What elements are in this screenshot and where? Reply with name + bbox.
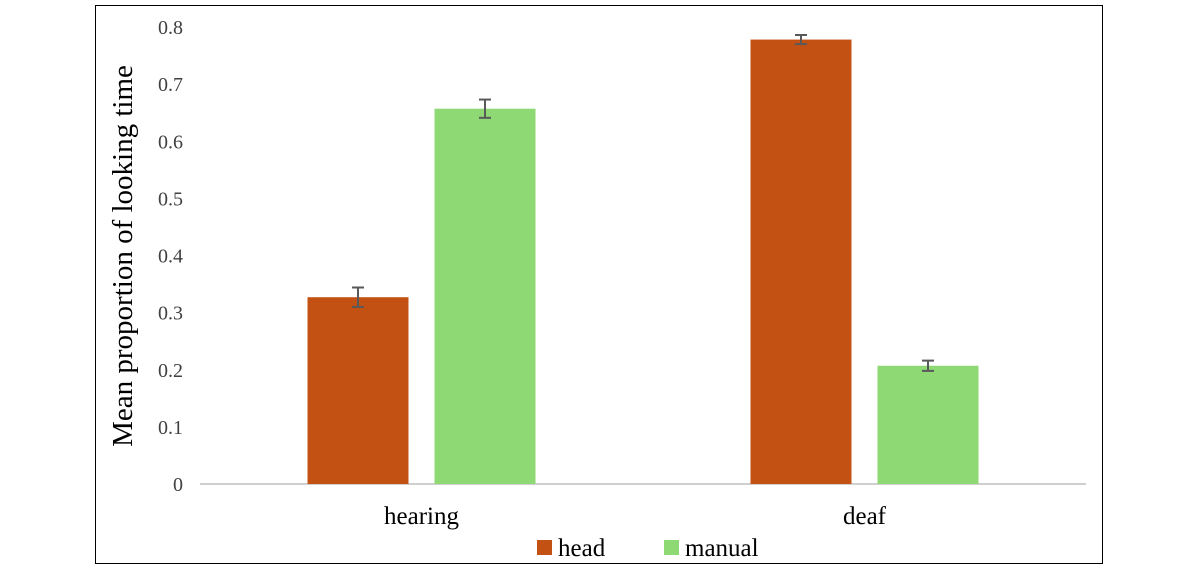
- legend-label: manual: [685, 535, 759, 562]
- legend-item-head: head: [537, 535, 606, 562]
- bar-manual-deaf: [877, 365, 979, 484]
- y-tick-label: 0.3: [158, 303, 183, 325]
- legend-item-manual: manual: [664, 535, 759, 562]
- error-bars: [352, 33, 934, 372]
- legend-swatch: [537, 540, 552, 555]
- y-axis-label: Mean proportion of looking time: [107, 65, 139, 447]
- legend: head manual: [537, 535, 759, 562]
- bar-head-deaf: [750, 39, 852, 484]
- error-bar-head-hearing: [352, 286, 364, 308]
- legend-label: head: [558, 535, 606, 562]
- y-tick-label: 0.5: [158, 188, 183, 210]
- x-axis-categories: hearing deaf: [384, 503, 887, 530]
- y-tick-label: 0.7: [158, 74, 183, 96]
- error-bar-manual-hearing: [479, 98, 491, 119]
- y-axis-ticks: 0 0.1 0.2 0.3 0.4 0.5 0.6 0.7 0.8: [158, 17, 183, 496]
- bar-manual-hearing: [434, 108, 536, 484]
- y-tick-label: 0.4: [158, 246, 183, 268]
- y-tick-label: 0.1: [158, 417, 183, 439]
- x-category-label: deaf: [843, 503, 887, 530]
- error-bar-head-deaf: [795, 33, 807, 46]
- bar-head-hearing: [307, 297, 409, 484]
- bars: [307, 39, 979, 484]
- y-tick-label: 0.8: [158, 17, 183, 39]
- y-tick-label: 0.2: [158, 360, 183, 382]
- legend-swatch: [664, 540, 679, 555]
- y-tick-label: 0.6: [158, 131, 183, 153]
- error-bar-manual-deaf: [922, 359, 934, 372]
- x-category-label: hearing: [384, 503, 459, 530]
- y-tick-label: 0: [173, 474, 183, 496]
